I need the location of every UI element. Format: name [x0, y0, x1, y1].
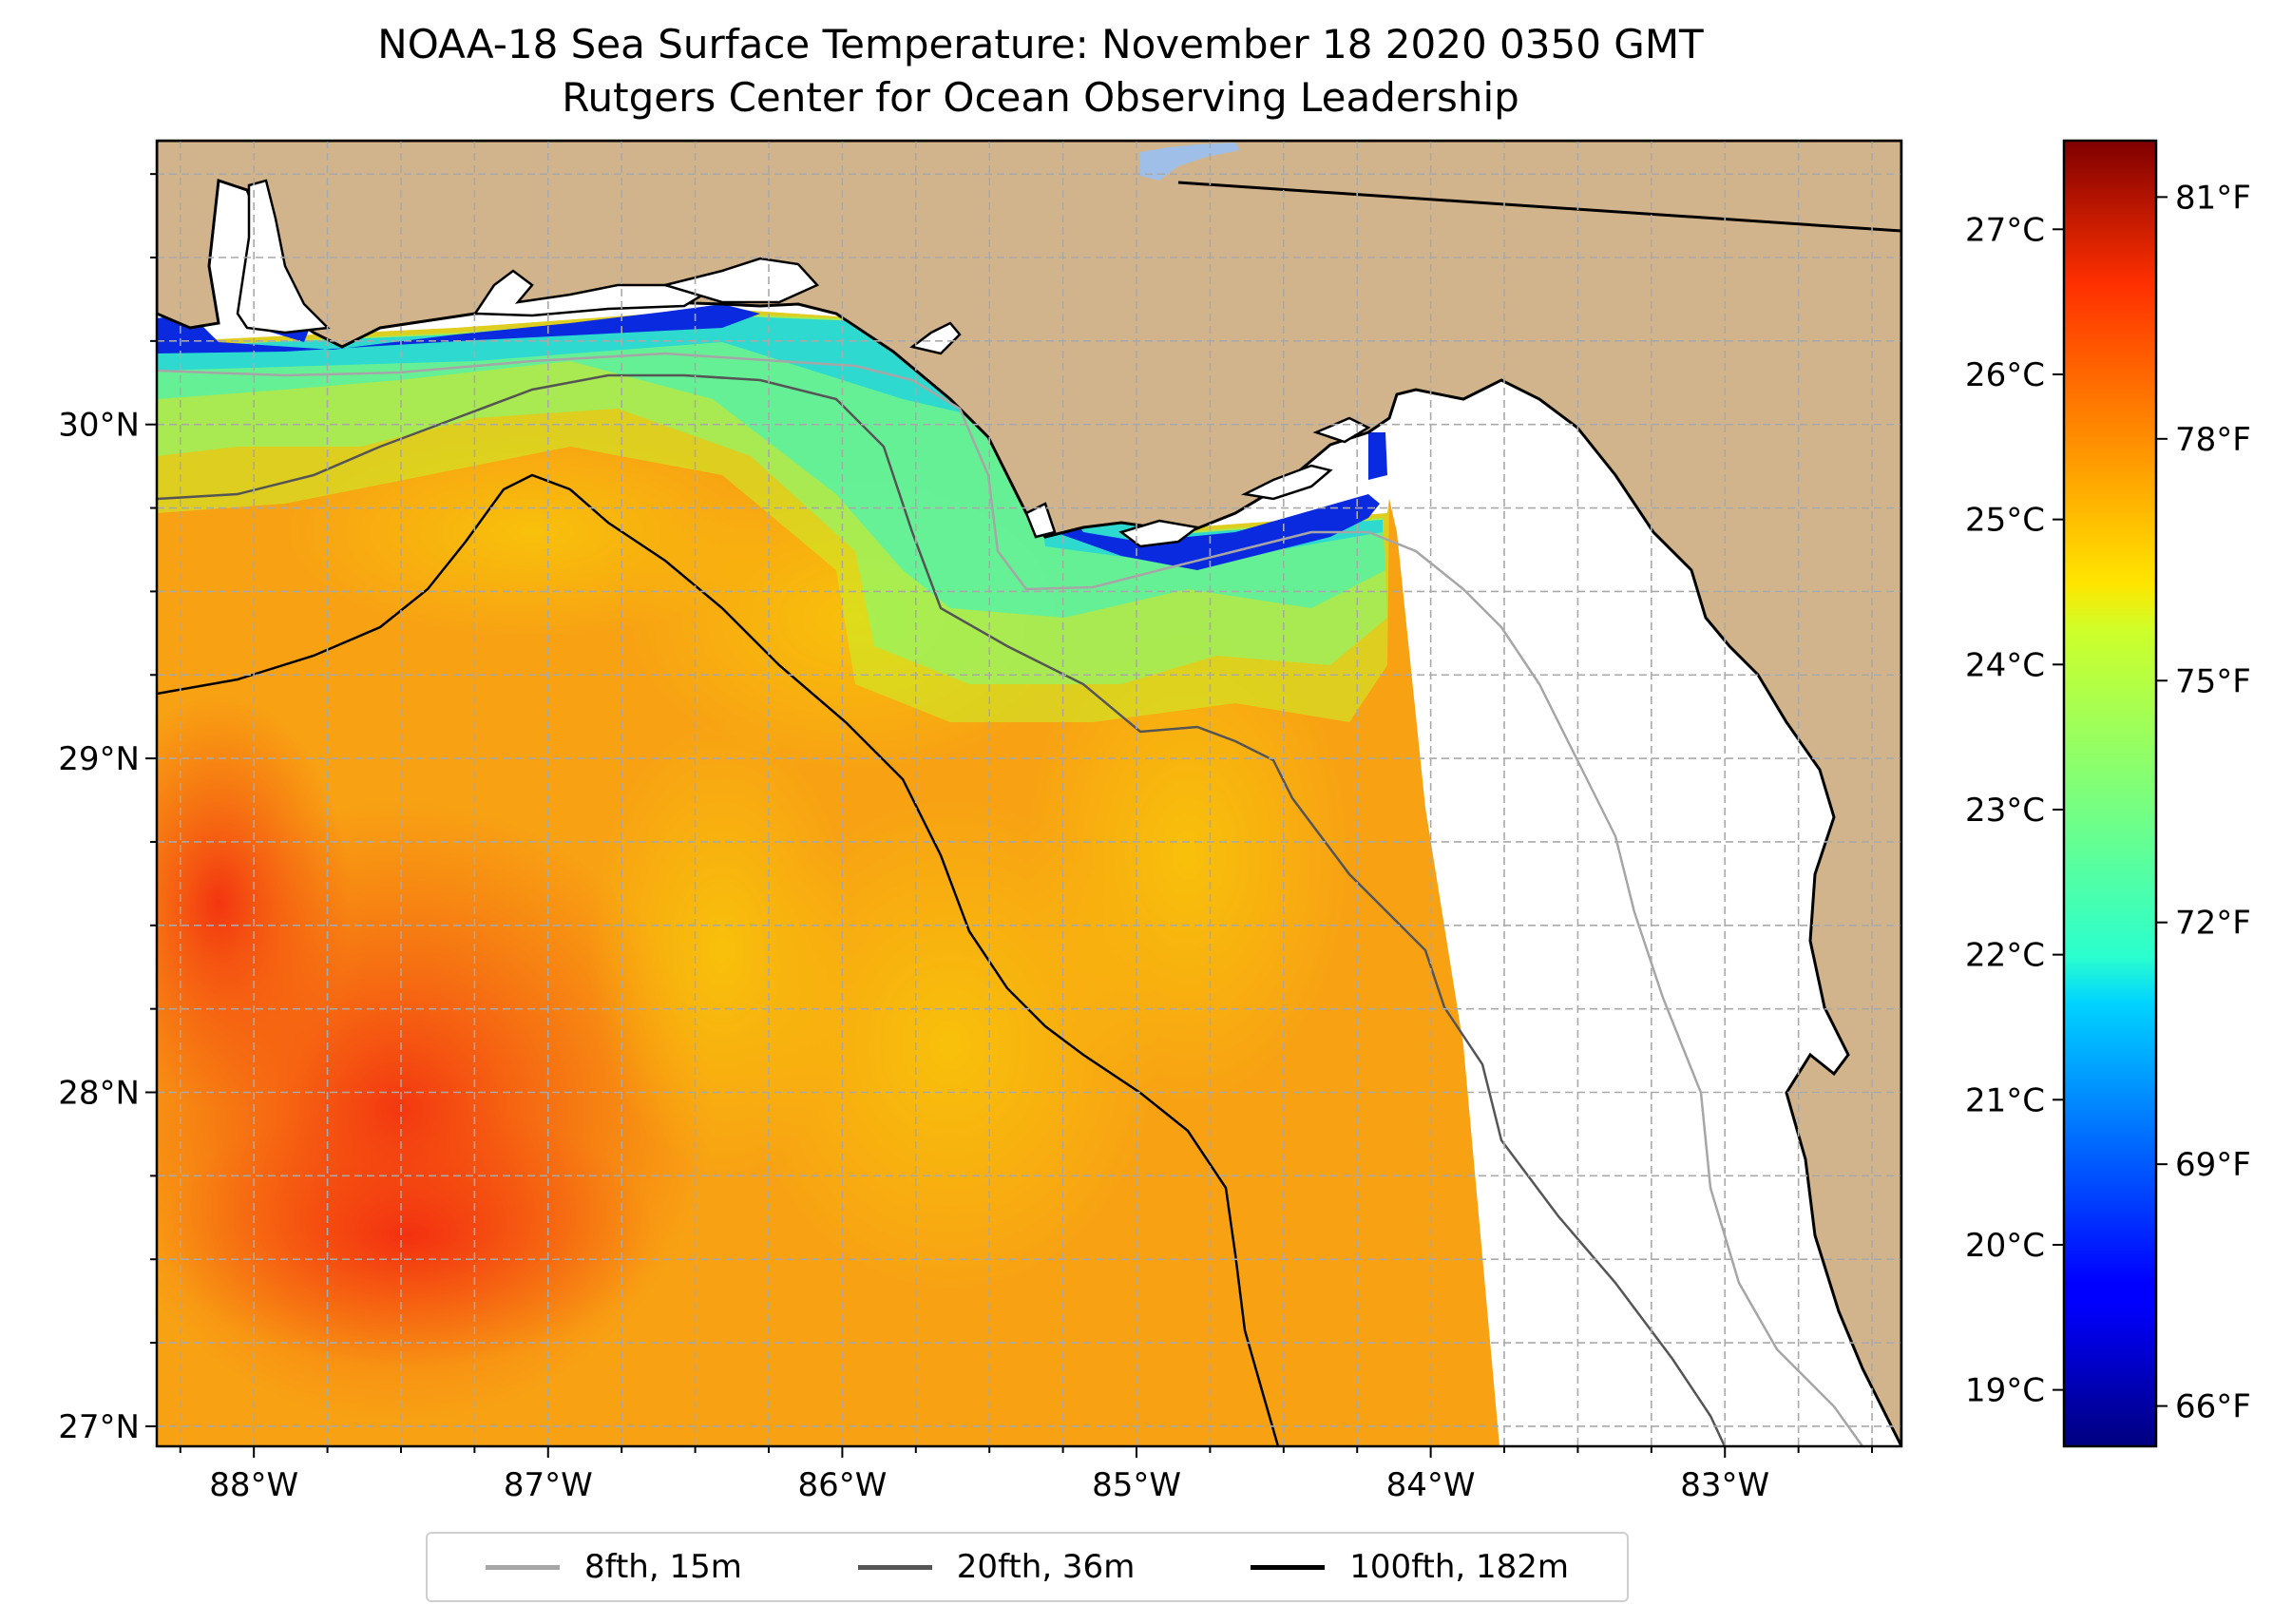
colorbar-c-label: 27°C: [1965, 211, 2045, 249]
colorbar-c-label: 23°C: [1965, 792, 2045, 830]
colorbar-c-label: 20°C: [1965, 1227, 2045, 1265]
lon-label: 85°W: [1092, 1466, 1181, 1504]
lat-label: 27°N: [58, 1408, 140, 1446]
legend-swatch-100fth: [1251, 1564, 1326, 1570]
colorbar-c-label: 24°C: [1965, 646, 2045, 684]
lon-label: 83°W: [1680, 1466, 1769, 1504]
lat-label: 30°N: [58, 407, 140, 445]
legend-label-100fth: 100fth, 182m: [1349, 1548, 1570, 1586]
colorbar-c-label: 21°C: [1965, 1081, 2045, 1119]
map-panel: [157, 141, 1901, 1446]
legend-item-100fth: 100fth, 182m: [1251, 1548, 1569, 1586]
map-frame: [155, 139, 1903, 1448]
lon-label: 87°W: [504, 1466, 593, 1504]
colorbar-c-label: 19°C: [1965, 1372, 2045, 1410]
bays: [236, 179, 1371, 548]
lon-label: 86°W: [797, 1466, 887, 1504]
colorbar-axes: 81°F 78°F 75°F 72°F 69°F 66°F 27°C 26°C 25°C 24°C…: [1965, 179, 2251, 1425]
lat-label: 28°N: [58, 1075, 140, 1113]
colorbar-f-label: 75°F: [2175, 662, 2251, 700]
legend: 8fth, 15m 20fth, 36m 100fth, 182m: [426, 1532, 1629, 1602]
isobath-20fth: [157, 373, 1727, 1446]
map-axes: 88°W 87°W 86°W 85°W 84°W 83°W 30°N 29°N 28°N 27°N: [58, 173, 1874, 1504]
isobath-100fth: [157, 473, 1280, 1446]
gridlines: [157, 141, 1901, 1446]
state-boundary: [1177, 181, 1901, 233]
colorbar-f-label: 69°F: [2175, 1146, 2251, 1184]
colorbar: [2062, 139, 2158, 1448]
lake: [1140, 143, 1240, 181]
colorbar-c-label: 25°C: [1965, 502, 2045, 540]
colorbar-f-label: 78°F: [2175, 421, 2251, 459]
legend-label-8fth: 8fth, 15m: [583, 1548, 742, 1586]
colorbar-c-label: 26°C: [1965, 356, 2045, 394]
lon-label: 88°W: [209, 1466, 298, 1504]
legend-item-20fth: 20fth, 36m: [857, 1548, 1136, 1586]
colorbar-f-label: 81°F: [2175, 179, 2251, 217]
colorbar-f-label: 66°F: [2175, 1388, 2251, 1426]
colorbar-f-label: 72°F: [2175, 905, 2251, 943]
lat-label: 29°N: [58, 740, 140, 778]
legend-item-8fth: 8fth, 15m: [485, 1548, 742, 1586]
colorbar-c-label: 22°C: [1965, 937, 2045, 975]
chart-subtitle: Rutgers Center for Ocean Observing Leade…: [562, 74, 1519, 121]
legend-swatch-8fth: [485, 1564, 560, 1570]
sst-swath: [157, 190, 1499, 1446]
legend-swatch-20fth: [857, 1564, 932, 1570]
lon-label: 84°W: [1386, 1466, 1476, 1504]
chart-title: NOAA-18 Sea Surface Temperature: Novembe…: [377, 21, 1704, 67]
legend-label-20fth: 20fth, 36m: [956, 1548, 1136, 1586]
